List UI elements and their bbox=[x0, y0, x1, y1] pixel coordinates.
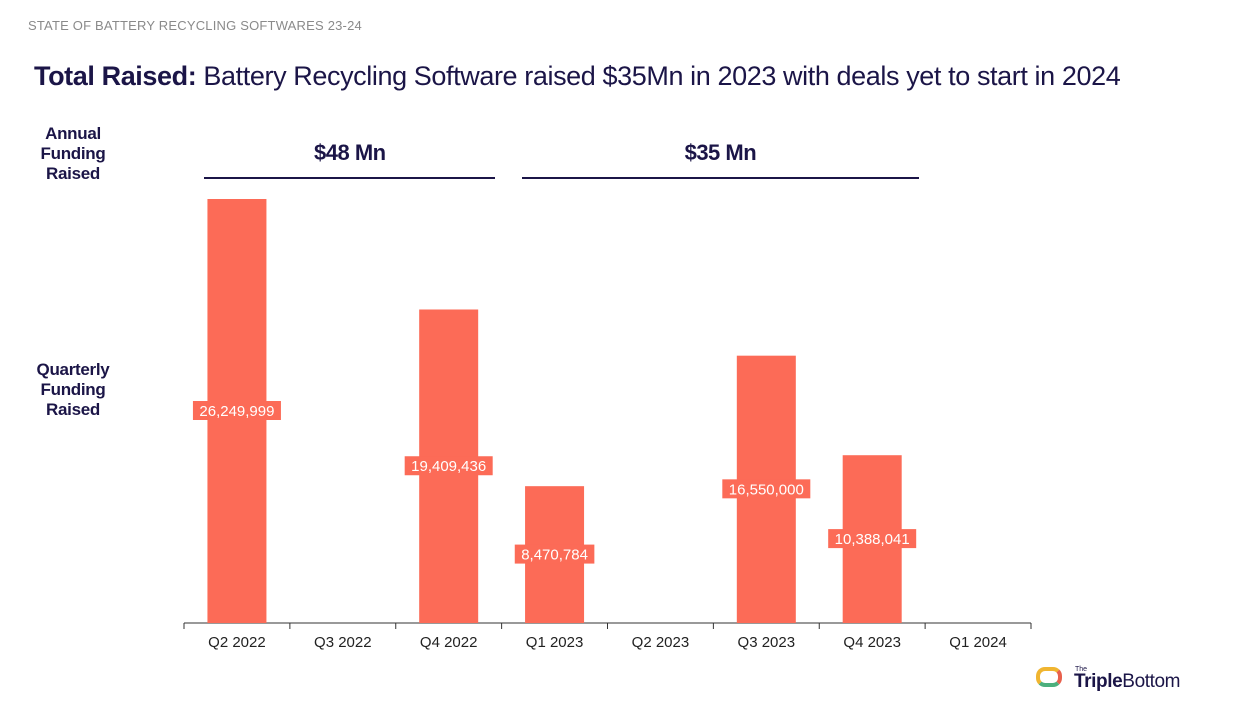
data-label-bg bbox=[828, 529, 917, 549]
quarterly-funding-label: Quarterly Funding Raised bbox=[36, 360, 110, 419]
triplebottom-logo: The TripleBottom bbox=[1036, 662, 1196, 698]
logo-ring-icon bbox=[1036, 667, 1062, 687]
data-label: 26,249,999 bbox=[199, 403, 274, 420]
data-label-bg bbox=[404, 456, 493, 476]
data-label-bg bbox=[722, 479, 811, 499]
x-tick-label: Q2 2023 bbox=[632, 634, 690, 651]
logo-bold: Triple bbox=[1074, 671, 1123, 692]
x-tick-label: Q4 2023 bbox=[843, 634, 901, 651]
data-label: 19,409,436 bbox=[411, 458, 486, 475]
x-tick-label: Q2 2022 bbox=[208, 634, 266, 651]
annual-bracket-2022 bbox=[204, 177, 496, 179]
annual-bracket-2023 bbox=[522, 177, 919, 179]
annual-total-2023: $35 Mn bbox=[684, 140, 757, 165]
data-label: 8,470,784 bbox=[521, 547, 588, 564]
x-tick-label: Q1 2023 bbox=[526, 634, 584, 651]
data-label-bg bbox=[514, 544, 595, 564]
data-label-bg bbox=[192, 401, 281, 420]
slide-title: Total Raised: Battery Recycling Software… bbox=[34, 61, 1121, 92]
data-label: 16,550,000 bbox=[729, 481, 804, 498]
data-label: 10,388,041 bbox=[835, 531, 910, 548]
annual-total-2022: $48 Mn bbox=[314, 140, 386, 165]
logo-wordmark: TripleBottom bbox=[1074, 671, 1180, 693]
title-bold: Total Raised: bbox=[34, 61, 197, 91]
logo-the: The bbox=[1075, 666, 1088, 673]
title-rest: Battery Recycling Software raised $35Mn … bbox=[196, 61, 1121, 91]
annual-funding-label: Annual Funding Raised bbox=[40, 124, 106, 183]
x-tick-label: Q3 2022 bbox=[314, 634, 372, 651]
x-tick-label: Q3 2023 bbox=[738, 634, 796, 651]
slide-kicker: STATE OF BATTERY RECYCLING SOFTWARES 23-… bbox=[28, 18, 362, 33]
x-tick-label: Q1 2024 bbox=[949, 634, 1007, 651]
x-tick-label: Q4 2022 bbox=[420, 634, 478, 651]
logo-rest: Bottom bbox=[1122, 671, 1181, 692]
